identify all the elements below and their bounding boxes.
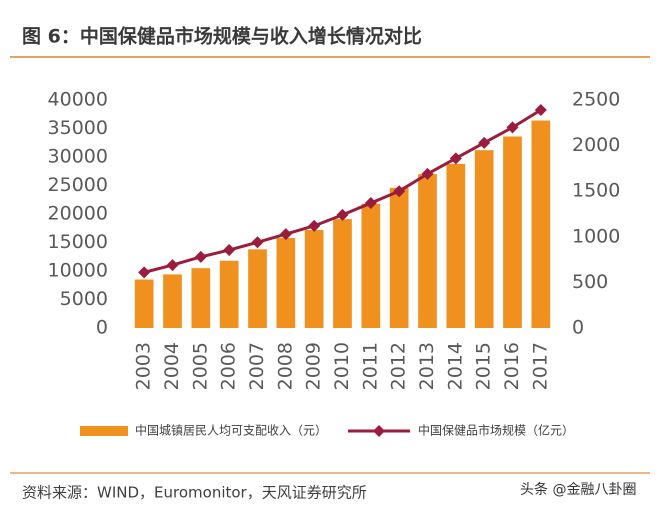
- marker: [421, 167, 434, 180]
- marker: [449, 152, 462, 165]
- bar: [219, 260, 239, 328]
- source: 资料来源：WIND，Euromonitor，天风证券研究所: [22, 484, 367, 502]
- y2-tick-label: 2000: [572, 134, 620, 156]
- legend-swatch: [80, 426, 128, 436]
- marker: [478, 136, 491, 149]
- y2-tick-label: 500: [572, 271, 608, 293]
- marker: [194, 250, 207, 263]
- bar: [304, 229, 324, 328]
- x-tick-label: 2014: [444, 342, 466, 390]
- y-tick-label: 30000: [48, 146, 108, 168]
- marker: [534, 104, 547, 117]
- bar: [163, 274, 182, 328]
- y2-tick-label: 0: [572, 317, 584, 339]
- y2-tick-label: 1500: [572, 180, 620, 202]
- x-tick-label: 2010: [331, 342, 353, 390]
- marker: [223, 244, 236, 257]
- legend-marker: [373, 425, 385, 437]
- x-tick-label: 2009: [303, 342, 325, 390]
- x-tick-label: 2004: [161, 342, 183, 390]
- bar: [531, 120, 551, 329]
- marker: [393, 185, 406, 198]
- y-tick-label: 0: [96, 317, 108, 339]
- bar: [418, 174, 437, 328]
- x-tick-label: 2008: [274, 342, 296, 390]
- marker: [336, 208, 349, 221]
- x-tick-label: 2007: [246, 342, 268, 390]
- bar: [474, 150, 494, 328]
- x-tick-label: 2012: [388, 342, 410, 390]
- bar: [191, 268, 211, 328]
- x-tick-label: 2011: [359, 342, 381, 390]
- bar: [446, 163, 466, 328]
- y-tick-label: 20000: [48, 203, 108, 225]
- marker: [308, 219, 321, 232]
- x-tick-label: 2017: [529, 342, 551, 390]
- x-tick-label: 2013: [416, 342, 438, 390]
- marker: [251, 236, 264, 249]
- marker: [138, 266, 151, 279]
- y-tick-label: 10000: [48, 260, 108, 282]
- x-tick-label: 2006: [218, 342, 240, 390]
- y-tick-label: 25000: [48, 174, 108, 196]
- x-tick-label: 2003: [133, 342, 155, 390]
- legend-label: 中国城镇居民人均可支配收入（元）: [135, 423, 327, 438]
- bar: [134, 279, 154, 328]
- y2-tick-label: 1000: [572, 225, 620, 247]
- bar: [361, 203, 381, 328]
- y-tick-label: 15000: [48, 231, 108, 253]
- bar: [333, 219, 352, 328]
- legend-label: 中国保健品市场规模（亿元）: [418, 423, 574, 438]
- bar: [389, 187, 409, 328]
- bar: [503, 136, 522, 328]
- chart-title: 图 6：中国保健品市场规模与收入增长情况对比: [22, 25, 422, 48]
- x-tick-label: 2016: [501, 342, 523, 390]
- bar: [248, 249, 267, 328]
- y2-tick-label: 2500: [572, 89, 620, 111]
- bar: [276, 237, 296, 328]
- marker: [279, 228, 292, 241]
- watermark: 头条 @金融八卦圈: [520, 481, 636, 498]
- y-tick-label: 35000: [48, 117, 108, 139]
- x-tick-label: 2005: [189, 342, 211, 390]
- marker: [364, 197, 377, 210]
- marker: [166, 259, 179, 272]
- y-tick-label: 40000: [48, 89, 108, 111]
- marker: [506, 121, 519, 134]
- y-tick-label: 5000: [60, 288, 108, 310]
- x-tick-label: 2015: [473, 342, 495, 390]
